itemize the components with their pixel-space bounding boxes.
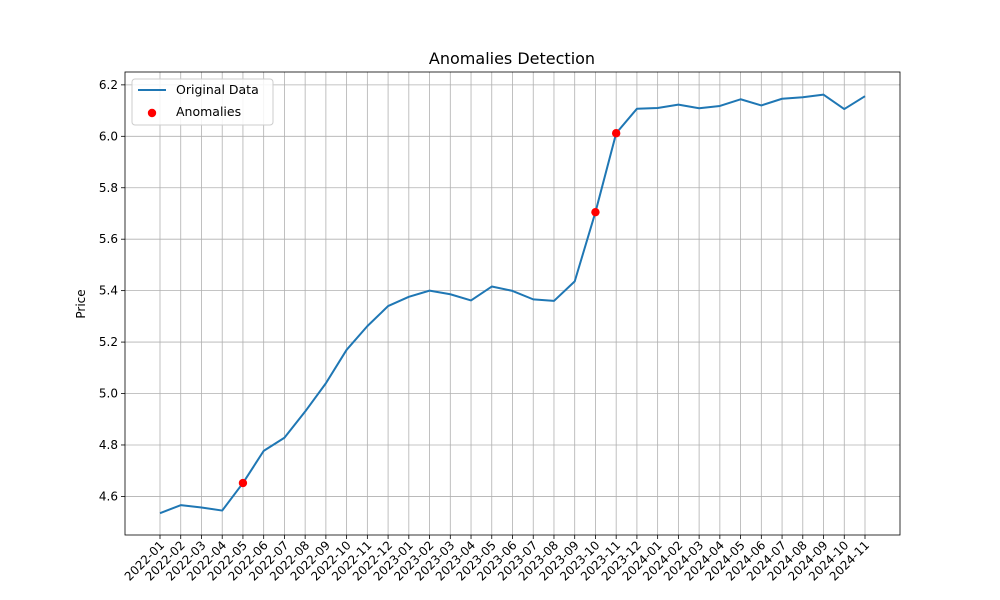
anomaly-layer bbox=[238, 129, 621, 488]
y-tick-label: 5.8 bbox=[99, 181, 118, 195]
y-tick-label: 5.6 bbox=[99, 232, 118, 246]
y-tick-label: 6.2 bbox=[99, 78, 118, 92]
legend-box bbox=[131, 78, 274, 126]
chart-title: Anomalies Detection bbox=[429, 49, 595, 68]
legend-marker-swatch bbox=[147, 108, 157, 118]
anomaly-point bbox=[611, 129, 621, 138]
y-ticks: 4.6 4.8 5.0 5.2 5.4 5.6 5.8 6.0 6.2 bbox=[99, 78, 125, 503]
y-axis-label: Price bbox=[74, 289, 88, 318]
legend-label-anomalies: Anomalies bbox=[176, 104, 241, 119]
anomaly-point bbox=[591, 207, 600, 217]
y-tick-label: 5.2 bbox=[99, 335, 118, 349]
y-tick-label: 6.0 bbox=[99, 129, 118, 143]
y-tick-label: 5.4 bbox=[99, 284, 118, 298]
series-line-original-data bbox=[159, 93, 866, 515]
y-tick-label: 4.8 bbox=[99, 438, 118, 452]
series-layer bbox=[159, 93, 866, 515]
x-ticks: 2022-012022-022022-032022-042022-052022-… bbox=[122, 535, 872, 584]
legend: Original Data Anomalies bbox=[131, 78, 274, 126]
anomaly-point bbox=[238, 478, 248, 488]
y-tick-label: 5.0 bbox=[99, 387, 118, 401]
legend-label-original-data: Original Data bbox=[176, 82, 259, 97]
y-tick-label: 4.6 bbox=[99, 489, 118, 503]
grid-lines bbox=[125, 72, 900, 535]
